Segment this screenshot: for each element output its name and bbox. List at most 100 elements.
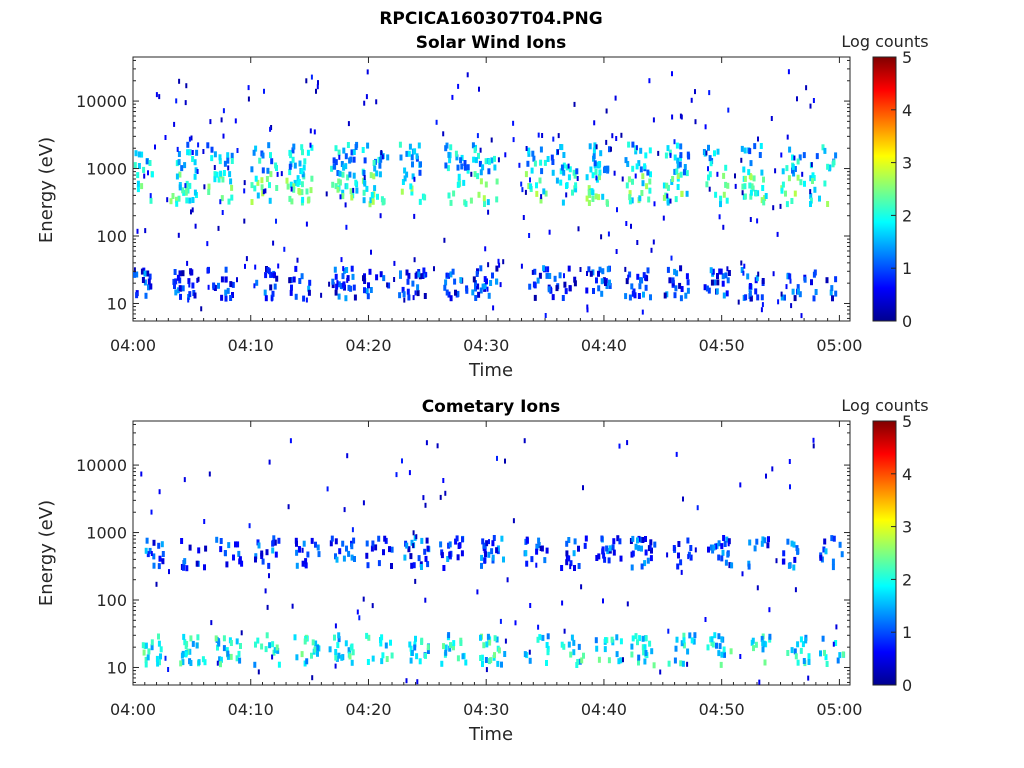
x-tick-label: 04:40 <box>581 336 627 355</box>
spectrogram-cell <box>679 265 683 272</box>
spectrogram-cell <box>606 165 610 172</box>
spectrogram-cell <box>481 283 485 290</box>
spectrogram-cell <box>386 154 390 161</box>
spectrogram-cell <box>261 152 265 159</box>
spectrogram-cell <box>236 277 238 283</box>
spectrogram-cell <box>761 185 765 191</box>
spectrogram-cell <box>268 459 271 465</box>
spectrogram-cell <box>133 271 137 278</box>
spectrogram-cell <box>780 152 783 158</box>
spectrogram-cell <box>181 659 185 666</box>
spectrogram-cell <box>628 271 632 278</box>
spectrogram-cell <box>610 636 614 643</box>
spectrogram-cell <box>640 563 644 570</box>
spectrogram-cell <box>722 191 726 198</box>
spectrogram-cell <box>245 256 248 262</box>
spectrogram-cell <box>799 636 803 643</box>
spectrogram-cell <box>256 192 260 199</box>
spectrogram-cell <box>746 273 750 280</box>
spectrogram-cell <box>415 534 418 540</box>
spectrogram-cell <box>611 133 614 139</box>
spectrogram-cell <box>522 215 525 220</box>
spectrogram-cell <box>362 170 366 176</box>
spectrogram-cell <box>764 193 768 199</box>
spectrogram-cell <box>334 654 338 661</box>
spectrogram-cell <box>474 280 477 287</box>
spectrogram-cell <box>714 191 718 198</box>
spectrogram-cell <box>673 168 677 175</box>
spectrogram-cell <box>150 509 153 515</box>
spectrogram-cell <box>690 97 693 103</box>
spectrogram-cell <box>182 633 186 640</box>
spectrogram-cell <box>288 195 292 202</box>
spectrogram-cell <box>597 270 600 277</box>
spectrogram-cell <box>229 640 233 646</box>
spectrogram-cell <box>457 83 460 89</box>
spectrogram-cell <box>841 651 845 658</box>
spectrogram-cell <box>421 273 425 279</box>
spectrogram-cell <box>497 647 501 654</box>
spectrogram-cell <box>662 194 666 201</box>
spectrogram-cell <box>734 183 737 189</box>
spectrogram-cell <box>288 163 292 170</box>
spectrogram-cell <box>290 198 294 205</box>
spectrogram-cell <box>526 160 530 167</box>
spectrogram-cell <box>638 283 642 290</box>
spectrogram-cell <box>634 543 638 550</box>
spectrogram-cell <box>811 178 814 184</box>
spectrogram-cell <box>426 648 430 654</box>
spectrogram-cell <box>561 295 565 301</box>
spectrogram-cell <box>740 260 743 266</box>
spectrogram-cell <box>376 193 379 200</box>
spectrogram-cell <box>666 199 670 206</box>
spectrogram-cell <box>331 282 335 289</box>
spectrogram-cell <box>615 651 619 658</box>
spectrogram-cell <box>150 639 154 646</box>
spectrogram-cell <box>346 277 349 283</box>
spectrogram-cell <box>353 556 356 562</box>
spectrogram-cell <box>563 281 567 288</box>
spectrogram-cell <box>605 139 608 145</box>
spectrogram-cell <box>314 541 317 548</box>
spectrogram-cell <box>726 182 730 189</box>
spectrogram-cell <box>274 551 278 558</box>
spectrogram-cell <box>535 548 539 555</box>
spectrogram-cell <box>679 143 683 150</box>
spectrogram-cell <box>303 660 307 667</box>
spectrogram-cell <box>547 286 551 293</box>
spectrogram-cell <box>339 283 343 289</box>
spectrogram-cell <box>809 189 812 195</box>
spectrogram-cell <box>218 158 222 165</box>
spectrogram-cell <box>175 200 179 207</box>
spectrogram-cell <box>648 147 652 154</box>
spectrogram-cell <box>399 154 403 161</box>
spectrogram-cell <box>287 504 290 510</box>
spectrogram-cell <box>341 171 345 178</box>
y-tick-label: 10 <box>107 294 127 313</box>
spectrogram-cell <box>363 100 366 106</box>
solar-wind-colorbar-label: Log counts <box>841 32 928 51</box>
spectrogram-cell <box>411 280 415 287</box>
spectrogram-cell <box>491 272 494 279</box>
spectrogram-cell <box>213 165 216 170</box>
spectrogram-cell <box>380 658 384 665</box>
spectrogram-cell <box>535 544 539 551</box>
spectrogram-cell <box>749 189 753 196</box>
spectrogram-cell <box>673 139 676 145</box>
spectrogram-cell <box>371 540 375 547</box>
spectrogram-cell <box>825 661 829 667</box>
spectrogram-cell <box>630 651 634 658</box>
spectrogram-cell <box>300 189 304 196</box>
spectrogram-cell <box>638 635 642 642</box>
spectrogram-cell <box>144 547 148 554</box>
spectrogram-cell <box>786 538 790 545</box>
spectrogram-cell <box>812 295 816 302</box>
spectrogram-cell <box>334 663 337 669</box>
spectrogram-cell <box>175 98 178 104</box>
spectrogram-cell <box>715 642 718 649</box>
spectrogram-cell <box>716 148 720 155</box>
spectrogram-cell <box>409 645 413 652</box>
spectrogram-cell <box>247 85 250 91</box>
spectrogram-cell <box>456 554 460 561</box>
spectrogram-cell <box>760 307 763 313</box>
